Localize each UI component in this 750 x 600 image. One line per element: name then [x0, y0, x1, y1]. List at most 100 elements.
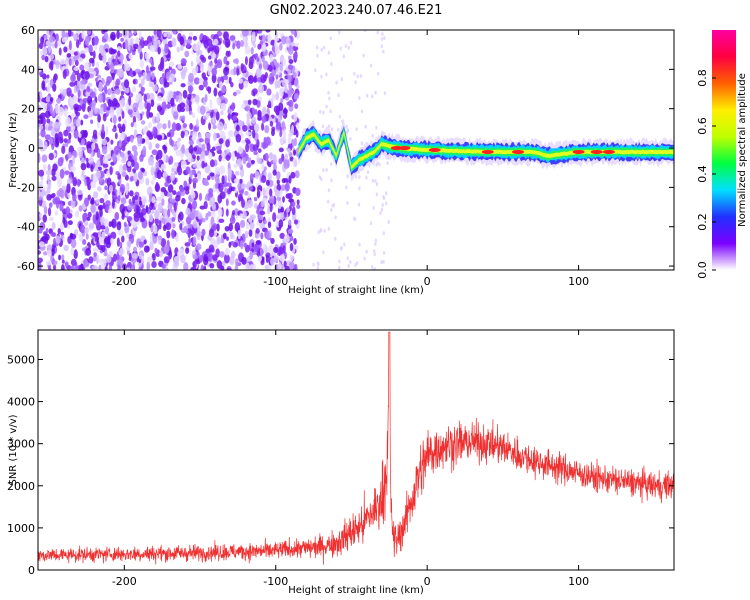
spectrogram-cell	[288, 219, 292, 226]
spectrogram-cell	[289, 254, 295, 262]
spectrogram-cell	[114, 88, 121, 95]
spectrogram-cell	[108, 184, 114, 193]
spectrogram-cell	[214, 64, 218, 70]
spectrogram-cell	[237, 146, 244, 154]
spectrogram-cell	[233, 178, 240, 184]
spectrogram-cell	[239, 219, 246, 229]
spectrogram-cell	[249, 222, 255, 230]
spectrogram-cell	[120, 90, 125, 96]
spectrogram-cell	[292, 72, 297, 79]
spectrogram-cell	[59, 222, 64, 231]
spectrogram-cell	[293, 137, 297, 147]
spectrogram-cell	[317, 262, 320, 267]
spectrogram-cell	[232, 42, 236, 50]
spectrogram-cell	[218, 138, 224, 145]
spectrogram-cell	[312, 262, 315, 267]
spectrogram-cell	[166, 132, 171, 138]
spectrogram-cell	[295, 187, 301, 197]
spectrogram-cell	[366, 93, 369, 98]
spectrogram-cell	[269, 202, 273, 213]
spectrogram-cell	[180, 160, 187, 169]
spectrogram-cell	[222, 157, 226, 162]
spectrogram-cell	[50, 105, 54, 115]
spectrogram-cell	[61, 37, 67, 43]
spectrogram-cell	[252, 88, 258, 95]
spectrogram-cell	[191, 99, 195, 104]
spectrogram-cell	[76, 72, 81, 82]
spectrogram-cell	[381, 202, 384, 207]
spectrogram-cell	[72, 155, 76, 165]
spectrogram-cell	[104, 226, 109, 235]
spectrogram-cell	[54, 196, 61, 205]
spectrogram-cell	[198, 84, 204, 91]
spectrogram-cell	[116, 107, 122, 117]
spectrogram-cell	[291, 206, 296, 216]
spectrogram-cell	[365, 175, 368, 180]
spectrogram-cell	[136, 205, 141, 215]
x-tick-label: -100	[263, 575, 288, 588]
spectrogram-cell	[289, 156, 294, 162]
spectrogram-cell	[316, 53, 319, 58]
spectrogram-cell	[173, 202, 177, 212]
colorbar-tick-label: 0.2	[696, 213, 709, 231]
spectrogram-cell	[220, 238, 225, 244]
spectrogram-cell	[243, 99, 249, 105]
spectrogram-cell	[199, 66, 205, 73]
spectrogram-cell	[190, 267, 195, 270]
spectrogram-cell	[103, 193, 108, 201]
spectrogram-cell	[235, 89, 242, 95]
spectrogram-cell	[235, 258, 239, 267]
spectrogram-cell	[210, 111, 214, 119]
spectrogram-cell	[315, 45, 319, 50]
spectrogram-cell	[62, 88, 68, 97]
spectrogram-cell	[54, 40, 58, 49]
spectrogram-cell	[44, 55, 49, 63]
spectrogram-cell	[320, 47, 323, 52]
spectrogram-cell	[209, 172, 215, 177]
spectrogram-cell	[287, 76, 291, 86]
y-tick-label: -20	[17, 181, 35, 194]
spectrogram-cell	[292, 157, 298, 168]
spectrogram-cell	[202, 218, 206, 223]
spectrogram-cell	[157, 95, 163, 101]
spectrogram-cell	[185, 247, 190, 254]
spectrogram-cell	[165, 222, 172, 231]
spectrogram-cell	[375, 182, 379, 187]
spectrogram-cell	[201, 143, 206, 152]
spectrogram-cell	[148, 214, 154, 223]
spectrogram-cell	[219, 165, 226, 175]
spectrogram-cell	[133, 30, 137, 35]
spectrogram-cell	[156, 122, 163, 130]
spectrogram-cell	[223, 122, 228, 130]
spectrogram-cell	[335, 80, 338, 85]
spectrogram-cell	[275, 107, 280, 116]
colorbar-tick-label: 0.8	[696, 69, 709, 87]
spectrogram-cell	[353, 217, 357, 222]
spectrogram-cell	[138, 101, 144, 111]
spectrogram-cell	[74, 229, 78, 237]
spectrogram-cell	[188, 213, 194, 219]
spectrogram-cell	[72, 193, 77, 202]
spectrogram-cell	[121, 145, 126, 152]
spectrogram-cell	[102, 163, 109, 168]
spectrogram-cell	[381, 32, 384, 37]
spectrogram-cell	[183, 225, 188, 233]
spectrogram-cell	[338, 259, 341, 264]
spectrogram-cell	[195, 56, 201, 64]
spectrogram-cell	[57, 228, 61, 235]
spectrogram-cell	[264, 152, 269, 162]
spectrogram-cell	[191, 169, 197, 176]
spectrogram-cell	[279, 254, 285, 262]
x-tick-label: 100	[568, 575, 589, 588]
spectrogram-cell	[342, 54, 346, 59]
spectrogram-cell	[128, 155, 133, 163]
spectrogram-cell	[148, 81, 154, 88]
spectrogram-cell	[42, 73, 47, 80]
spectrogram-cell	[269, 54, 274, 63]
spectrogram-cell	[257, 96, 262, 101]
spectrogram-cell	[287, 45, 294, 55]
spectrogram-cell	[250, 159, 255, 165]
spectrogram-cell	[244, 45, 251, 55]
spectrogram-cell	[192, 254, 199, 260]
spectrogram-cell	[144, 52, 149, 60]
